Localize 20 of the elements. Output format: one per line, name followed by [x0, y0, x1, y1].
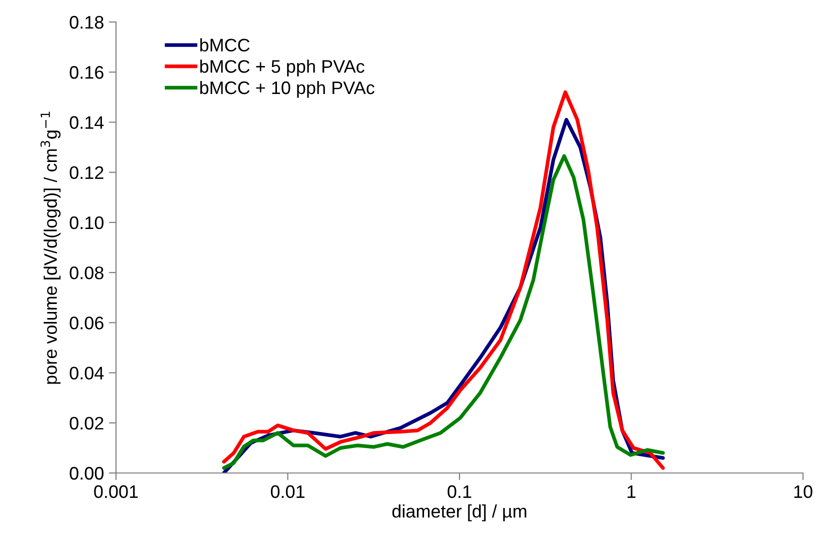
legend-label: bMCC + 5 pph PVAc	[200, 60, 364, 76]
y-tick-label: 0.02	[70, 416, 104, 430]
y-tick-label: 0.04	[70, 366, 104, 380]
x-tick-label: 0.01	[270, 485, 304, 498]
x-axis-title: diameter [d] / µm	[392, 504, 526, 522]
legend-label: bMCC	[200, 38, 250, 52]
legend-label: bMCC + 10 pph PVAc	[200, 80, 374, 98]
x-tick-label: 0.1	[448, 485, 472, 498]
y-tick-label: 0.08	[70, 266, 104, 280]
x-tick-label: 0.001	[94, 485, 138, 498]
y-tick-label: 0.06	[70, 316, 104, 330]
y-tick-label: 0.16	[70, 66, 104, 79]
y-tick-label: 0.12	[70, 166, 104, 180]
y-axis-title: pore volume [dV/d(logd)] / cm$^{3}$g$^{−1}$	[40, 112, 61, 384]
x-tick-label: 10	[794, 485, 812, 498]
y-tick-label: 0.00	[70, 466, 104, 480]
y-tick-label: 0.18	[70, 16, 104, 29]
y-tick-label: 0.14	[70, 116, 104, 129]
x-tick-label: 1	[628, 485, 636, 498]
y-tick-label: 0.10	[70, 216, 104, 230]
